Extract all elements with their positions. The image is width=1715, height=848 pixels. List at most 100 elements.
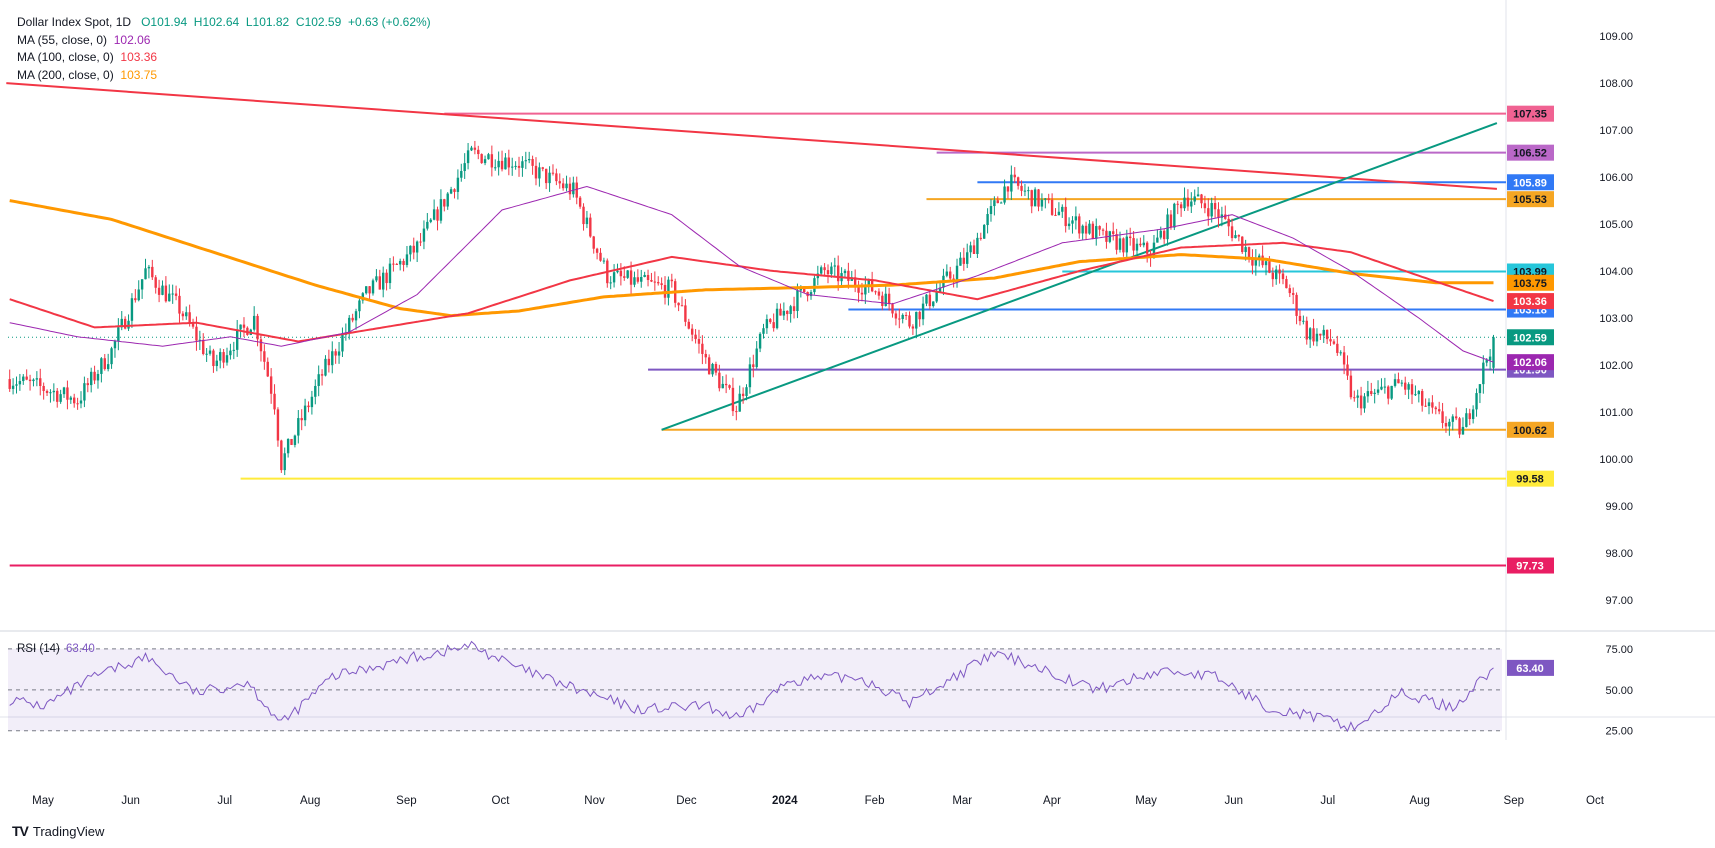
candle-body xyxy=(517,165,521,168)
candle-body xyxy=(385,272,388,284)
candle-body xyxy=(1210,203,1213,217)
candle-body xyxy=(39,378,42,386)
candle-body xyxy=(15,384,18,386)
candle-body xyxy=(962,257,966,264)
candle-body xyxy=(497,160,500,168)
candle-body xyxy=(239,324,242,330)
y-tick-label: 106.00 xyxy=(1599,172,1633,184)
candle-body xyxy=(952,278,955,280)
candle-body xyxy=(1122,238,1125,253)
candle-body xyxy=(324,358,327,376)
symbol-row[interactable]: Dollar Index Spot, 1D O101.94 H102.64 L1… xyxy=(17,14,431,32)
candle-body xyxy=(1159,230,1162,238)
candle-body xyxy=(1475,393,1478,410)
candle-body xyxy=(341,334,344,352)
x-tick-label: Aug xyxy=(1409,795,1429,807)
y-tick-label: 101.00 xyxy=(1599,407,1633,419)
ma55-label: MA (55, close, 0) xyxy=(17,32,108,47)
candle-body xyxy=(1305,320,1308,340)
candle-body xyxy=(1081,225,1084,234)
ma200-legend[interactable]: MA (200, close, 0) 103.75 xyxy=(17,67,431,85)
candle-body xyxy=(860,292,864,295)
candle-body xyxy=(42,385,45,391)
candle-body xyxy=(1387,386,1390,399)
candle-body xyxy=(473,147,477,150)
candle-body xyxy=(657,282,660,284)
candle-body xyxy=(935,291,938,302)
candle-body xyxy=(185,312,188,317)
candle-body xyxy=(96,373,100,381)
candle-body xyxy=(1013,174,1016,178)
candle-body xyxy=(728,385,731,388)
candle-body xyxy=(1220,214,1224,218)
candle-body xyxy=(1227,218,1230,227)
tradingview-logo[interactable]: TV TradingView xyxy=(12,823,104,839)
x-tick-label: Nov xyxy=(584,795,605,807)
candle-body xyxy=(466,150,470,164)
candle-body xyxy=(8,379,11,389)
candle-body xyxy=(792,306,796,312)
candle-body xyxy=(1488,356,1492,361)
candle-body xyxy=(680,305,684,307)
candle-body xyxy=(782,310,786,316)
candle-body xyxy=(446,193,449,207)
candle-body xyxy=(538,167,541,179)
candle-body xyxy=(171,293,174,295)
candle-body xyxy=(28,379,32,382)
ma200-label: MA (200, close, 0) xyxy=(17,67,114,82)
candle-body xyxy=(684,305,687,322)
change-value: +0.63 (+0.62%) xyxy=(347,15,431,29)
candle-body xyxy=(724,383,728,386)
price-tag-97-73 xyxy=(1507,557,1554,574)
candle-body xyxy=(123,318,127,329)
x-tick-label: Apr xyxy=(1043,795,1061,807)
candle-body xyxy=(1312,328,1315,342)
price-tag-102-59 xyxy=(1507,329,1554,346)
x-tick-label: Mar xyxy=(952,795,972,807)
candle-body xyxy=(908,315,911,327)
candle-body xyxy=(1295,294,1298,316)
candle-body xyxy=(993,200,996,207)
candle-body xyxy=(1183,197,1186,209)
candle-body xyxy=(494,167,497,169)
candle-body xyxy=(1098,226,1101,230)
candle-body xyxy=(202,339,205,354)
candle-body xyxy=(847,270,850,281)
candle-body xyxy=(56,390,59,402)
candle-body xyxy=(426,221,429,229)
x-tick-label: May xyxy=(32,795,54,807)
candle-body xyxy=(79,400,83,404)
candle-body xyxy=(500,160,504,170)
candle-body xyxy=(1356,395,1359,398)
ma55-legend[interactable]: MA (55, close, 0) 102.06 xyxy=(17,32,431,50)
candle-body xyxy=(117,327,120,342)
candle-body xyxy=(1224,214,1227,219)
candle-body xyxy=(212,350,215,367)
candle-body xyxy=(660,283,663,286)
candle-body xyxy=(1203,203,1207,209)
ma100-legend[interactable]: MA (100, close, 0) 103.36 xyxy=(17,49,431,67)
candle-body xyxy=(650,279,653,282)
candle-body xyxy=(677,302,680,306)
candle-body xyxy=(232,349,235,351)
candle-body xyxy=(928,294,932,307)
candle-body xyxy=(320,374,324,376)
candle-body xyxy=(966,252,969,264)
ma55-line xyxy=(9,185,1494,363)
candle-body xyxy=(1339,352,1342,354)
candle-body xyxy=(371,280,375,294)
candle-body xyxy=(402,260,405,265)
candle-body xyxy=(585,217,589,225)
candle-body xyxy=(443,199,446,207)
candle-body xyxy=(1071,220,1074,224)
candle-body xyxy=(1404,382,1407,390)
candle-body xyxy=(765,319,769,329)
candle-body xyxy=(127,320,130,329)
candle-body xyxy=(1145,242,1149,254)
candle-body xyxy=(1319,333,1322,336)
candle-body xyxy=(1186,197,1190,207)
candle-body xyxy=(877,291,881,296)
candle-body xyxy=(1166,214,1169,240)
candle-body xyxy=(1427,402,1431,407)
